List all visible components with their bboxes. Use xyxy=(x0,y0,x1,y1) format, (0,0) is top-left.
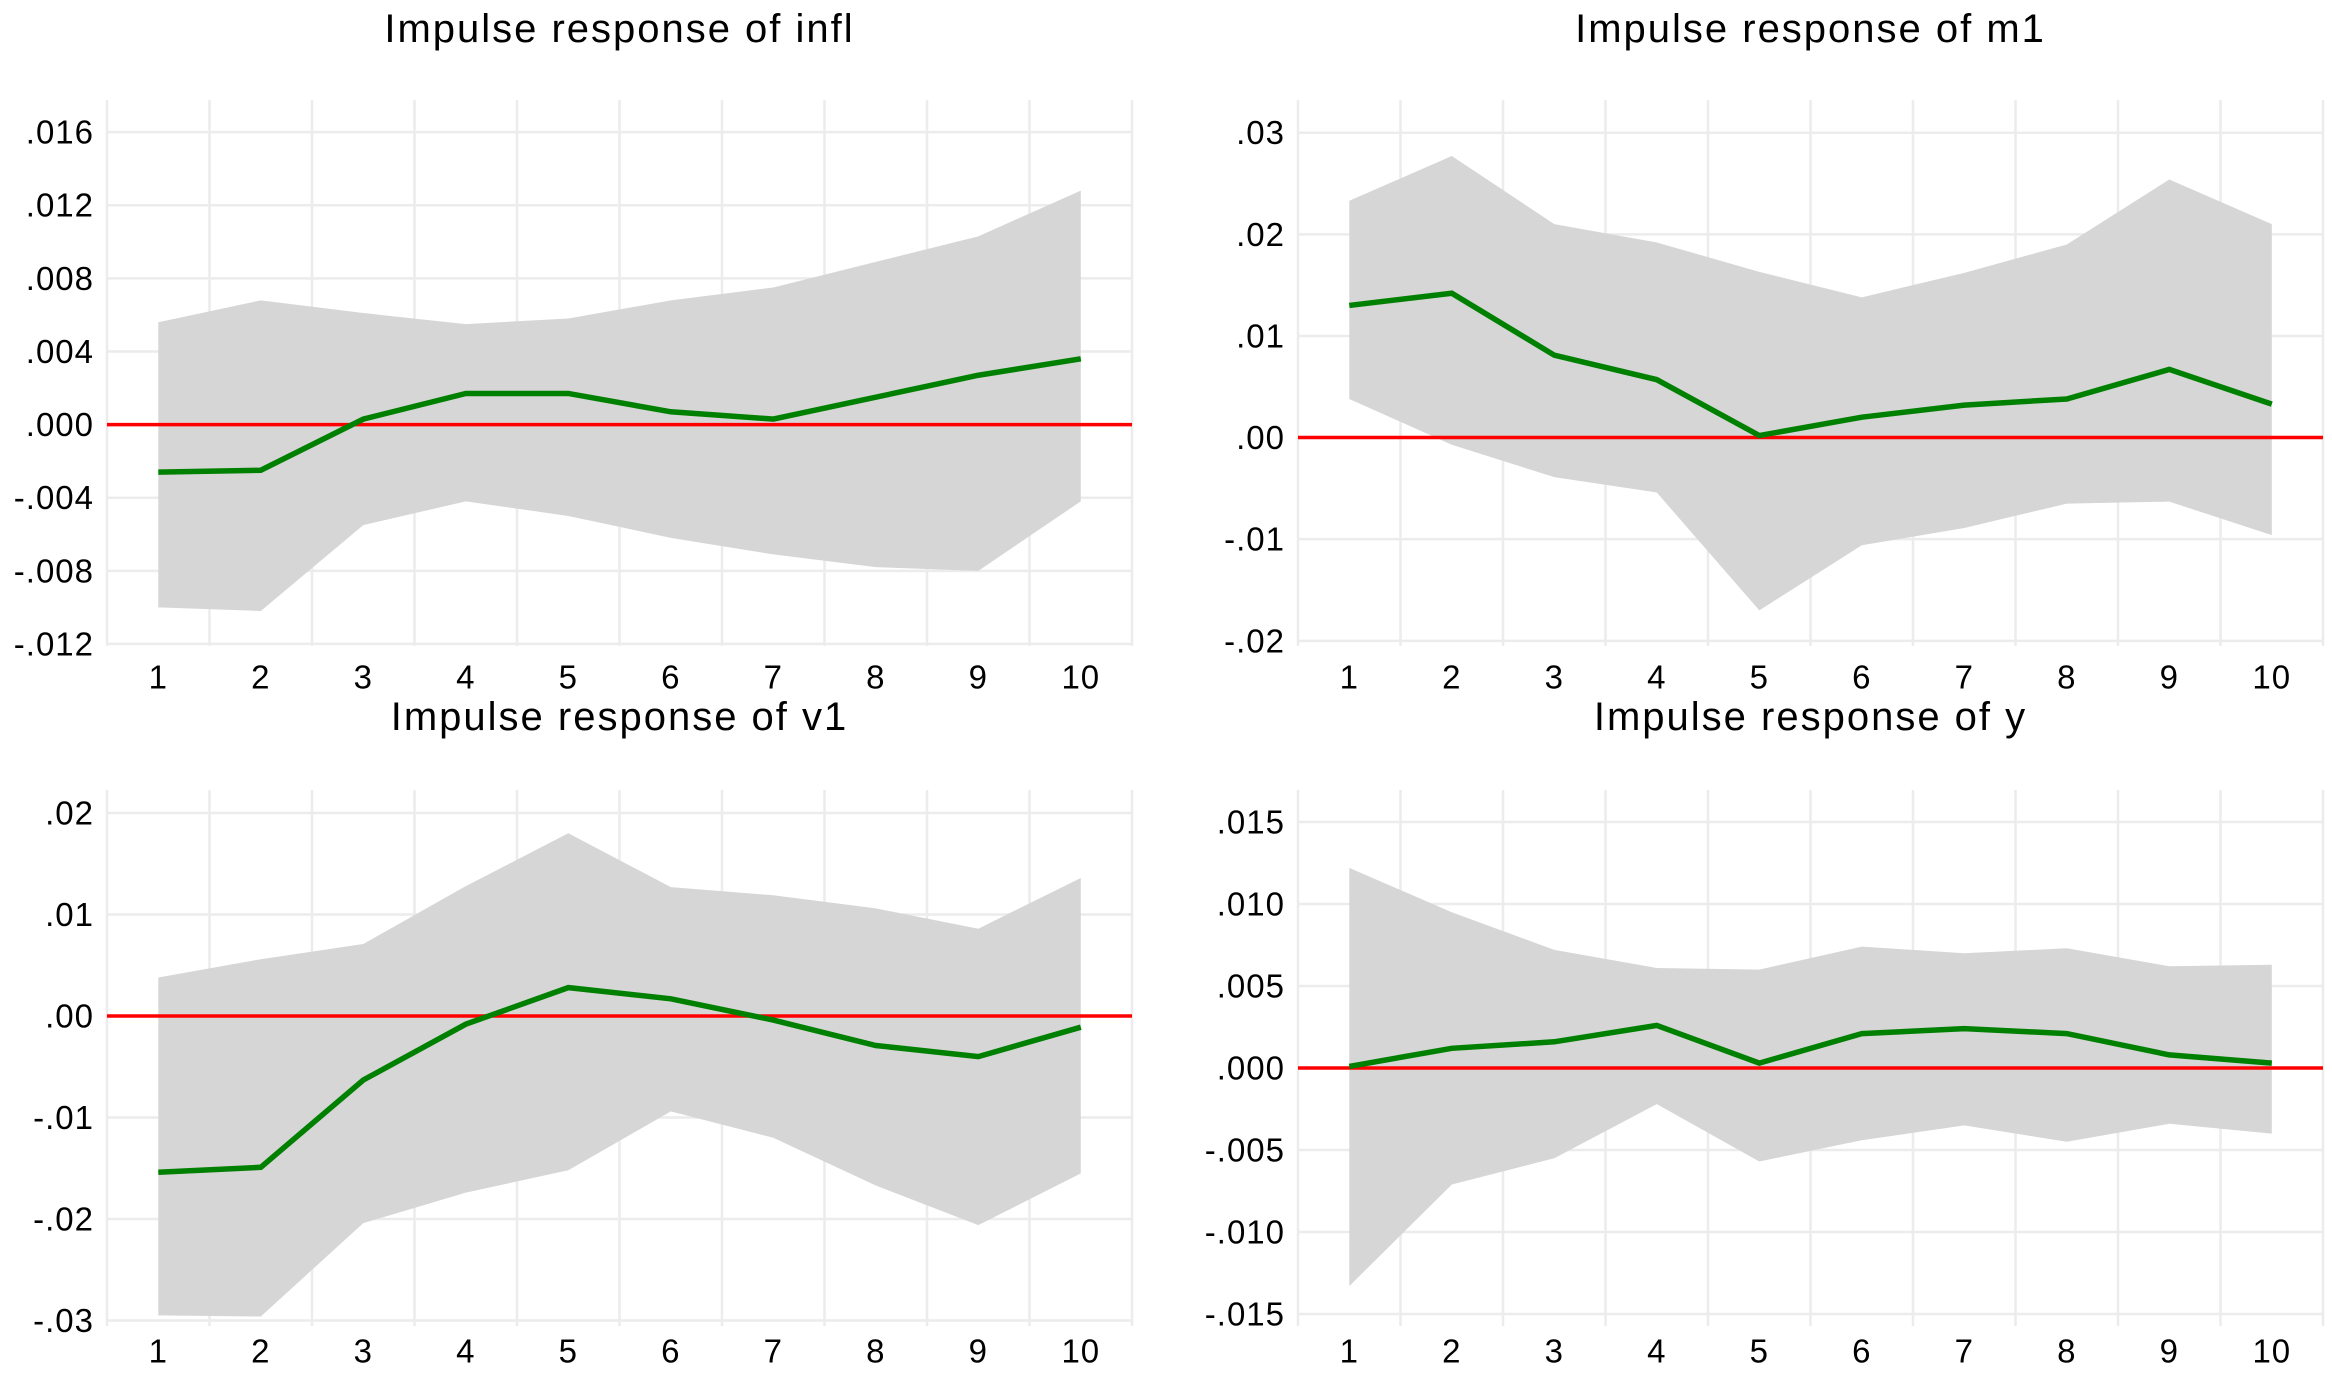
x-tick-label: 4 xyxy=(456,1333,475,1370)
x-tick-label: 3 xyxy=(354,658,373,695)
x-tick-label: 9 xyxy=(2160,1333,2179,1370)
x-tick-label: 5 xyxy=(559,1333,578,1370)
y-tick-label: -.005 xyxy=(1205,1132,1285,1169)
x-tick-label: 7 xyxy=(1955,1333,1974,1370)
x-tick-label: 1 xyxy=(149,658,168,695)
chart-title-y: Impulse response of y xyxy=(1594,696,2027,739)
plot-area-m1: .03 .02 .01 .00 -.01 -.02 1 2 3 4 5 6 7 8 9 10 xyxy=(1224,100,2325,695)
plot-area-v1: .02 .01 .00 -.01 -.02 -.03 1 2 3 4 5 6 7 8 9 10 xyxy=(33,790,1134,1370)
x-tick-label: 10 xyxy=(1061,658,1100,695)
x-tick-label: 7 xyxy=(764,658,783,695)
x-tick-label: 6 xyxy=(1852,1333,1871,1370)
x-tick-label: 2 xyxy=(251,658,270,695)
x-tick-label: 9 xyxy=(2160,658,2179,695)
irf-line xyxy=(158,356,1082,475)
y-tick-label: -.01 xyxy=(1224,521,1285,558)
confidence-band xyxy=(1349,867,2272,1287)
x-tick-label: 2 xyxy=(1442,1333,1461,1370)
x-tick-label: 8 xyxy=(2057,1333,2076,1370)
x-tick-label: 5 xyxy=(559,658,578,695)
x-tick-label: 9 xyxy=(969,1333,988,1370)
irf-line xyxy=(1348,290,2273,439)
y-tick-label: .00 xyxy=(45,998,94,1035)
y-tick-label: -.008 xyxy=(14,552,94,589)
chart-title-infl: Impulse response of infl xyxy=(384,7,854,51)
y-tick-label: .00 xyxy=(1236,419,1285,456)
x-tick-label: 3 xyxy=(1545,658,1564,695)
x-tick-label: 1 xyxy=(1340,1333,1359,1370)
x-tick-label: 1 xyxy=(149,1333,168,1370)
chart-title-m1: Impulse response of m1 xyxy=(1575,7,2046,51)
y-tick-label: .01 xyxy=(45,896,94,933)
y-tick-label: -.02 xyxy=(1224,622,1285,659)
y-tick-label: .015 xyxy=(1217,804,1285,841)
x-tick-label: 2 xyxy=(1442,658,1461,695)
chart-canvas-v1: .02 .01 .00 -.01 -.02 -.03 1 2 3 4 5 6 7 8 9 10 Impulse… xyxy=(33,696,1134,1370)
x-tick-label: 5 xyxy=(1750,658,1769,695)
confidence-band xyxy=(1349,156,2272,611)
x-tick-label: 8 xyxy=(866,1333,885,1370)
irf-line xyxy=(1348,1022,2273,1070)
chart-impulse-response-v1: .02 .01 .00 -.01 -.02 -.03 1 2 3 4 5 6 7 8 9 10 Impulse… xyxy=(0,696,1166,1391)
x-tick-label: 4 xyxy=(456,658,475,695)
x-tick-label: 2 xyxy=(251,1333,270,1370)
x-tick-label: 1 xyxy=(1340,658,1359,695)
x-tick-label: 7 xyxy=(764,1333,783,1370)
chart-canvas-infl: .016 .012 .008 .004 .000 -.004 -.008 -.012 1 2 3 4 5… xyxy=(14,7,1134,695)
x-tick-label: 4 xyxy=(1647,658,1666,695)
y-tick-label: -.02 xyxy=(33,1201,94,1238)
y-tick-label: .005 xyxy=(1217,968,1285,1005)
y-tick-label: .010 xyxy=(1217,886,1285,923)
chart-canvas-m1: .03 .02 .01 .00 -.01 -.02 1 2 3 4 5 6 7 8 9 10 Impulse … xyxy=(1224,7,2325,695)
y-tick-label: -.01 xyxy=(33,1099,94,1136)
x-tick-label: 6 xyxy=(1852,658,1871,695)
y-tick-label: .02 xyxy=(45,795,94,832)
plot-area-infl: .016 .012 .008 .004 .000 -.004 -.008 -.012 1 2 3 4 5… xyxy=(14,100,1134,695)
x-tick-label: 10 xyxy=(2252,658,2291,695)
chart-impulse-response-m1: .03 .02 .01 .00 -.01 -.02 1 2 3 4 5 6 7 8 9 10 Impulse … xyxy=(1166,0,2332,696)
x-tick-label: 10 xyxy=(2252,1333,2291,1370)
x-tick-label: 8 xyxy=(2057,658,2076,695)
y-tick-label: .012 xyxy=(26,187,94,224)
chart-impulse-response-y: .015 .010 .005 .000 -.005 -.010 -.015 1 2 3 4 5 6 7 8 9… xyxy=(1166,696,2332,1391)
x-tick-label: 6 xyxy=(661,658,680,695)
chart-impulse-response-infl: .016 .012 .008 .004 .000 -.004 -.008 -.012 1 2 3 4 5… xyxy=(0,0,1166,696)
y-tick-label: -.004 xyxy=(14,479,94,516)
x-tick-label: 9 xyxy=(969,658,988,695)
y-tick-label: .008 xyxy=(26,260,94,297)
y-tick-label: -.010 xyxy=(1205,1214,1285,1251)
y-tick-label: .01 xyxy=(1236,317,1285,354)
y-tick-label: .004 xyxy=(26,333,94,370)
y-tick-label: -.03 xyxy=(33,1302,94,1339)
chart-canvas-y: .015 .010 .005 .000 -.005 -.010 -.015 1 2 3 4 5 6 7 8 9… xyxy=(1205,696,2325,1370)
y-tick-label: .03 xyxy=(1236,114,1285,151)
x-tick-label: 4 xyxy=(1647,1333,1666,1370)
confidence-band xyxy=(158,833,1081,1317)
chart-title-v1: Impulse response of v1 xyxy=(391,696,849,739)
plot-area-y: .015 .010 .005 .000 -.005 -.010 -.015 1 2 3 4 5 6 7 8 9… xyxy=(1205,790,2325,1370)
x-tick-label: 8 xyxy=(866,658,885,695)
irf-line xyxy=(158,984,1082,1176)
x-tick-label: 10 xyxy=(1061,1333,1100,1370)
x-tick-label: 6 xyxy=(661,1333,680,1370)
x-tick-label: 5 xyxy=(1750,1333,1769,1370)
y-tick-label: .000 xyxy=(1217,1050,1285,1087)
y-tick-label: .000 xyxy=(26,406,94,443)
y-tick-label: .016 xyxy=(26,114,94,151)
y-tick-label: -.012 xyxy=(14,625,94,662)
x-tick-label: 7 xyxy=(1955,658,1974,695)
y-tick-label: -.015 xyxy=(1205,1296,1285,1333)
x-tick-label: 3 xyxy=(1545,1333,1564,1370)
x-tick-label: 3 xyxy=(354,1333,373,1370)
y-tick-label: .02 xyxy=(1236,216,1285,253)
